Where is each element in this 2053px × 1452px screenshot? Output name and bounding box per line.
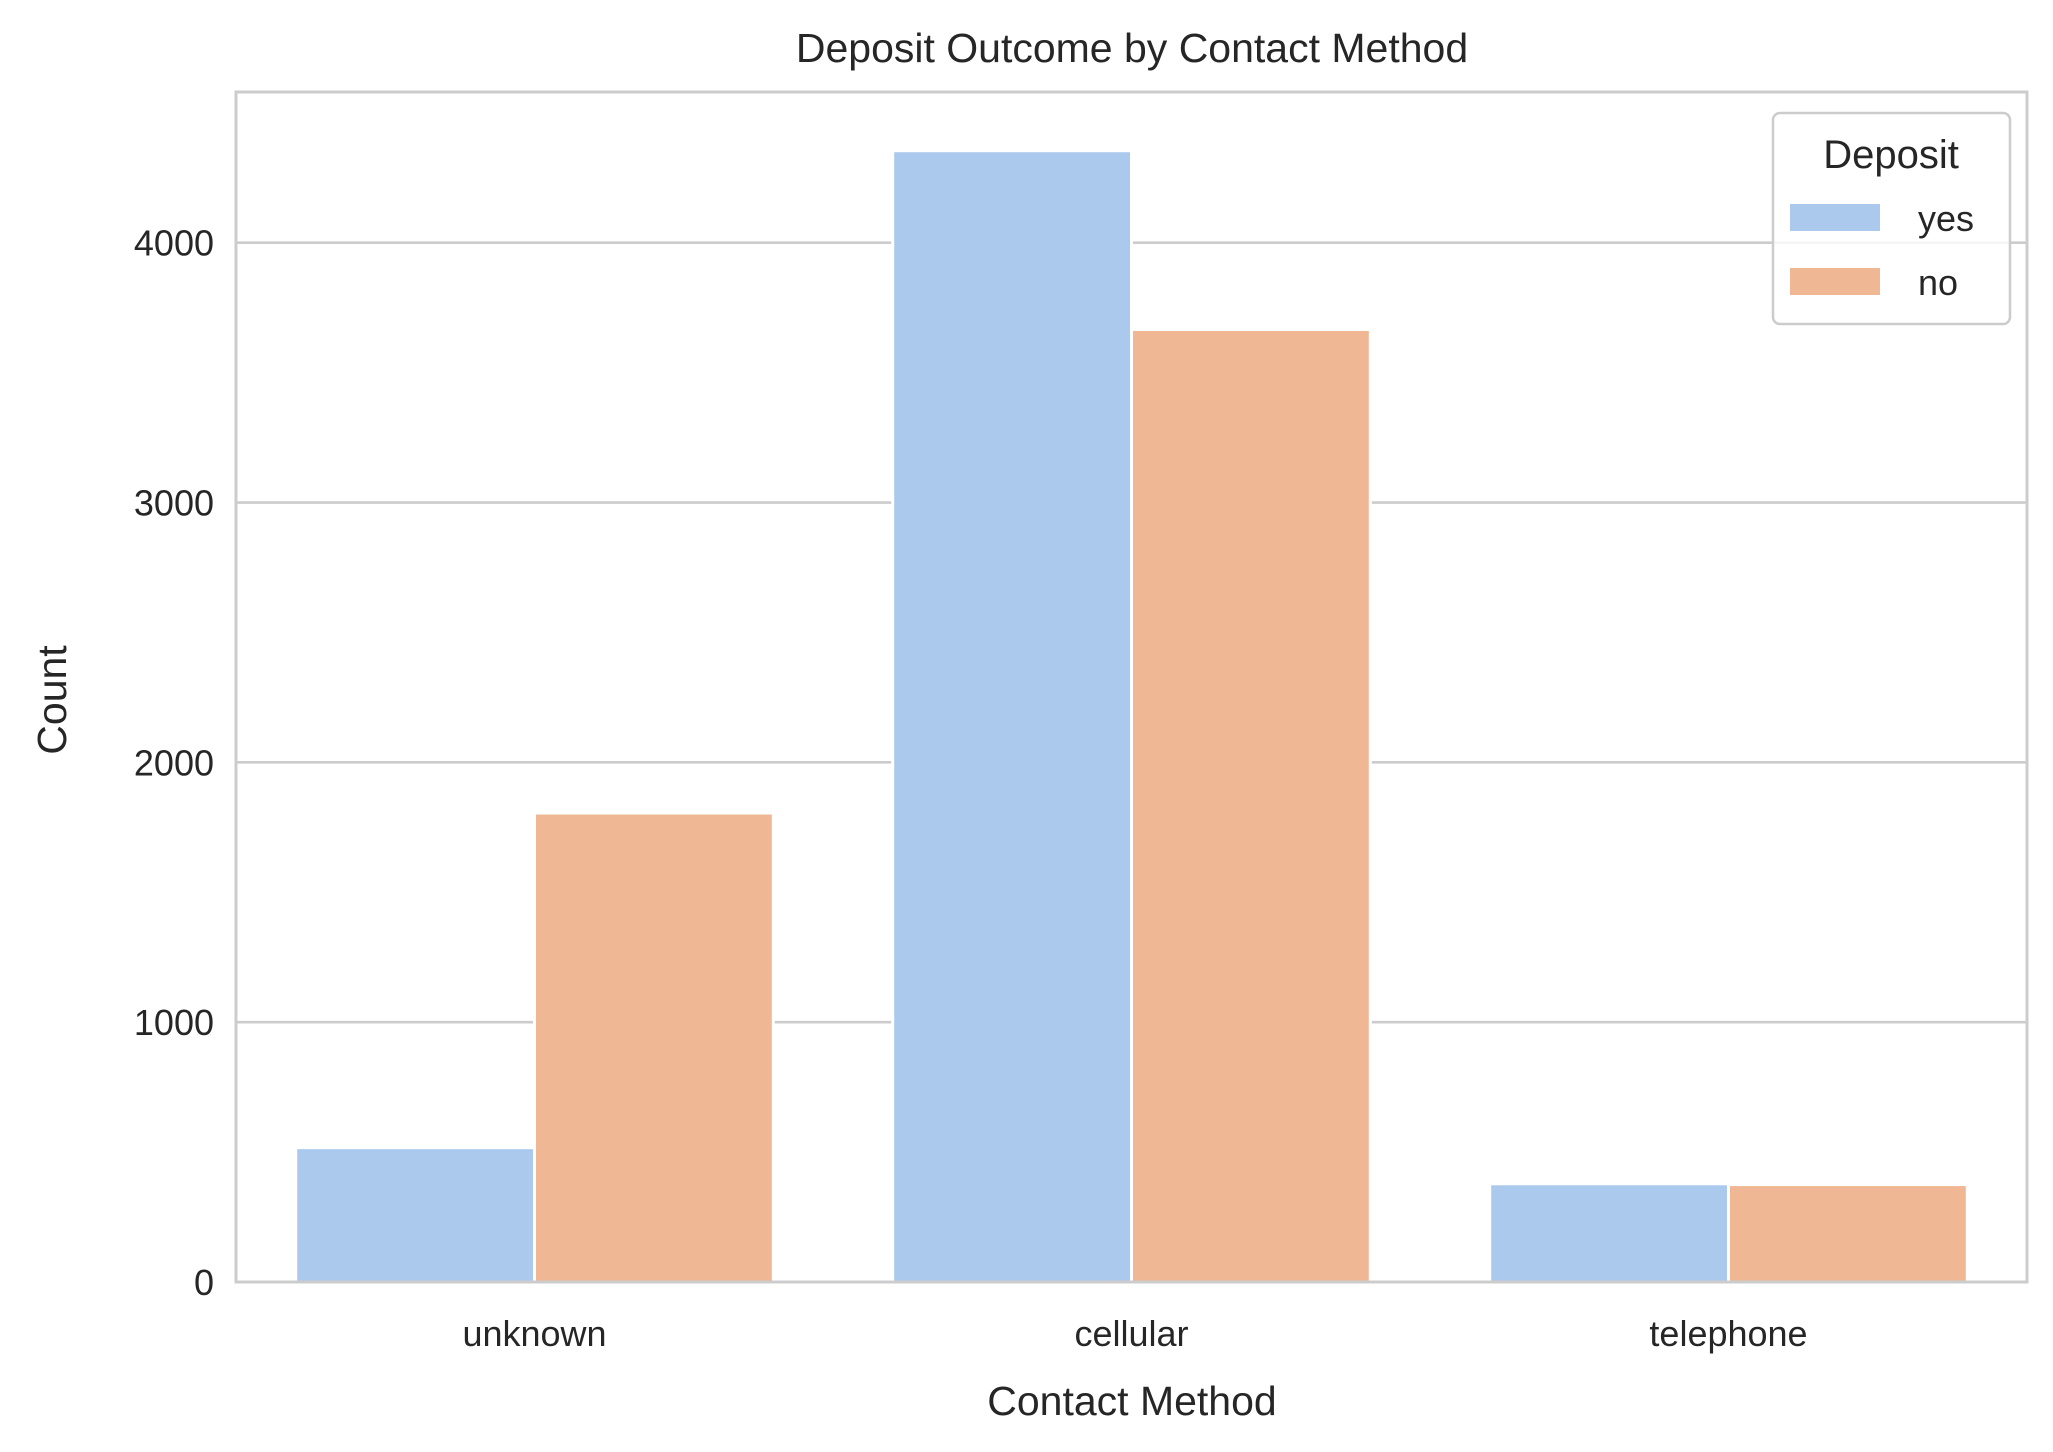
legend-swatch-yes [1790,204,1880,231]
bar-telephone-no [1727,1183,1969,1284]
legend-title: Deposit [1823,133,1959,177]
legend-swatch-no [1790,268,1880,295]
x-tick-labels: unknown cellular telephone [462,1313,1807,1354]
y-tick-label: 2000 [134,742,214,783]
legend-label-no: no [1918,262,1958,303]
y-tick-label: 0 [194,1262,214,1303]
bar-cellular-no [1130,327,1372,1284]
bars [294,149,1969,1284]
y-tick-label: 4000 [134,223,214,264]
y-axis-label: Count [29,645,75,755]
chart-title: Deposit Outcome by Contact Method [796,25,1468,71]
bar-unknown-yes [294,1146,537,1284]
y-tick-label: 1000 [134,1002,214,1043]
legend-entries: yes no [1790,198,1974,303]
x-axis-label: Contact Method [987,1378,1276,1424]
legend-label-yes: yes [1918,198,1974,239]
bar-cellular-yes [891,149,1134,1284]
legend: Deposit yes no [1771,111,2012,326]
x-tick-label: unknown [462,1313,606,1354]
plot-frame [234,90,2029,1284]
bar-telephone-yes [1488,1182,1730,1284]
y-tick-label: 3000 [134,483,214,524]
x-tick-label: telephone [1649,1313,1807,1354]
bar-unknown-no [533,811,775,1284]
y-tick-labels: 0 1000 2000 3000 4000 [134,223,214,1303]
x-tick-label: cellular [1074,1313,1188,1354]
